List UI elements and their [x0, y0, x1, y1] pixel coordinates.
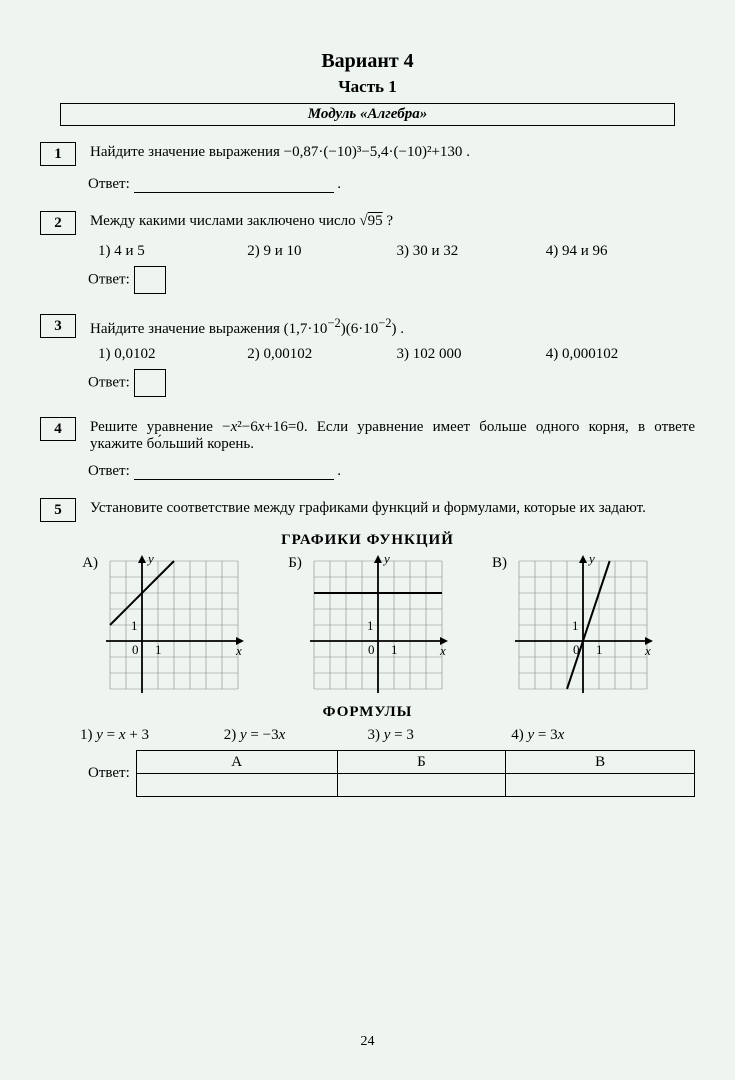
answer-label-5: Ответ: — [88, 765, 130, 782]
page-number: 24 — [0, 1034, 735, 1050]
svg-text:y: y — [382, 555, 390, 566]
graph-A: А) y x 0 1 1 — [82, 555, 244, 700]
q2-opt4: 4) 94 и 96 — [546, 243, 695, 260]
formula-2: 2) y = −3x — [224, 727, 368, 744]
q3-text: Найдите значение выражения — [90, 321, 284, 337]
graph-B: Б) y x 0 1 1 — [288, 555, 447, 700]
svg-text:1: 1 — [572, 618, 579, 633]
question-4: 4 Решите уравнение −x²−6x+16=0. Если ура… — [40, 417, 695, 453]
svg-text:x: x — [439, 643, 446, 658]
q1-expr: −0,87·(−10)³−5,4·(−10)²+130 — [284, 144, 463, 160]
svg-text:1: 1 — [391, 642, 398, 657]
cell-C[interactable] — [506, 774, 695, 797]
q4-answer: Ответ: . — [88, 463, 695, 480]
q3-opt1: 1) 0,0102 — [98, 346, 247, 363]
q5-answer: Ответ: А Б В — [88, 750, 695, 797]
graph-C-svg: yx011 — [513, 555, 653, 695]
q1-text: Найдите значение выражения — [90, 144, 284, 160]
q2-text: Между какими числами заключено число — [90, 213, 359, 229]
part-title: Часть 1 — [40, 77, 695, 97]
svg-text:y: y — [587, 555, 595, 566]
th-A: А — [136, 751, 337, 774]
svg-text:y: y — [146, 555, 154, 566]
module-box: Модуль «Алгебра» — [60, 103, 675, 126]
question-5: 5 Установите соответствие между графикам… — [40, 498, 695, 522]
question-3: 3 Найдите значение выражения (1,7·10−2)(… — [40, 314, 695, 338]
qnum-2: 2 — [40, 211, 76, 235]
svg-text:1: 1 — [367, 618, 374, 633]
graph-C: В) yx011 — [492, 555, 653, 700]
formula-1: 1) y = x + 3 — [80, 727, 224, 744]
svg-text:0: 0 — [132, 642, 139, 657]
q3-answer: Ответ: — [88, 369, 695, 397]
q1-body: Найдите значение выражения −0,87·(−10)³−… — [90, 142, 695, 161]
answer-box-2[interactable] — [134, 266, 166, 294]
svg-text:0: 0 — [368, 642, 375, 657]
cell-A[interactable] — [136, 774, 337, 797]
qnum-5: 5 — [40, 498, 76, 522]
svg-text:x: x — [235, 643, 242, 658]
question-2: 2 Между какими числами заключено число √… — [40, 211, 695, 235]
answer-label-4: Ответ: — [88, 463, 130, 479]
formulas-title: ФОРМУЛЫ — [40, 704, 695, 721]
question-1: 1 Найдите значение выражения −0,87·(−10)… — [40, 142, 695, 166]
q3-body: Найдите значение выражения (1,7·10−2)(6·… — [90, 314, 695, 338]
graph-B-svg: y x 0 1 1 — [308, 555, 448, 695]
q3-opt2: 2) 0,00102 — [247, 346, 396, 363]
qnum-3: 3 — [40, 314, 76, 338]
graph-B-label: Б) — [288, 555, 302, 572]
svg-text:1: 1 — [596, 642, 603, 657]
th-B: Б — [337, 751, 506, 774]
graph-A-svg: y x 0 1 1 — [104, 555, 244, 695]
answer-label-1: Ответ: — [88, 176, 130, 192]
svg-text:1: 1 — [131, 618, 138, 633]
answer-table: А Б В — [136, 750, 695, 797]
cell-B[interactable] — [337, 774, 506, 797]
graphs-title: ГРАФИКИ ФУНКЦИЙ — [40, 532, 695, 549]
q2-opt3: 3) 30 и 32 — [397, 243, 546, 260]
q2-sqrt: √95 — [359, 213, 382, 229]
variant-title: Вариант 4 — [40, 50, 695, 73]
answer-blank-1[interactable] — [134, 192, 334, 193]
formula-row: 1) y = x + 3 2) y = −3x 3) y = 3 4) y = … — [80, 727, 655, 744]
q3-opt4: 4) 0,000102 — [546, 346, 695, 363]
formula-4: 4) y = 3x — [511, 727, 655, 744]
q2-body: Между какими числами заключено число √95… — [90, 211, 695, 230]
q2-tail: ? — [383, 213, 393, 229]
graph-A-label: А) — [82, 555, 98, 572]
qnum-4: 4 — [40, 417, 76, 441]
answer-blank-4[interactable] — [134, 479, 334, 480]
q2-options: 1) 4 и 5 2) 9 и 10 3) 30 и 32 4) 94 и 96 — [98, 243, 695, 260]
page: Вариант 4 Часть 1 Модуль «Алгебра» 1 Най… — [0, 0, 735, 1080]
q3-expr: (1,7·10−2)(6·10−2) — [284, 321, 397, 337]
answer-label-2: Ответ: — [88, 271, 130, 287]
qnum-1: 1 — [40, 142, 76, 166]
answer-box-3[interactable] — [134, 369, 166, 397]
q3-options: 1) 0,0102 2) 0,00102 3) 102 000 4) 0,000… — [98, 346, 695, 363]
q2-answer: Ответ: — [88, 266, 695, 294]
graph-C-label: В) — [492, 555, 507, 572]
svg-text:1: 1 — [155, 642, 162, 657]
q2-opt2: 2) 9 и 10 — [247, 243, 396, 260]
q3-opt3: 3) 102 000 — [397, 346, 546, 363]
q5-body: Установите соответствие между графиками … — [90, 498, 695, 517]
answer-label-3: Ответ: — [88, 374, 130, 390]
svg-text:x: x — [644, 643, 651, 658]
th-C: В — [506, 751, 695, 774]
q1-answer: Ответ: . — [88, 176, 695, 193]
formula-3: 3) y = 3 — [368, 727, 512, 744]
q4-body: Решите уравнение −x²−6x+16=0. Если уравн… — [90, 417, 695, 453]
q2-opt1: 1) 4 и 5 — [98, 243, 247, 260]
graphs-row: А) y x 0 1 1 Б) y x 0 1 1 В) y x 0 1 1 — [60, 555, 675, 700]
